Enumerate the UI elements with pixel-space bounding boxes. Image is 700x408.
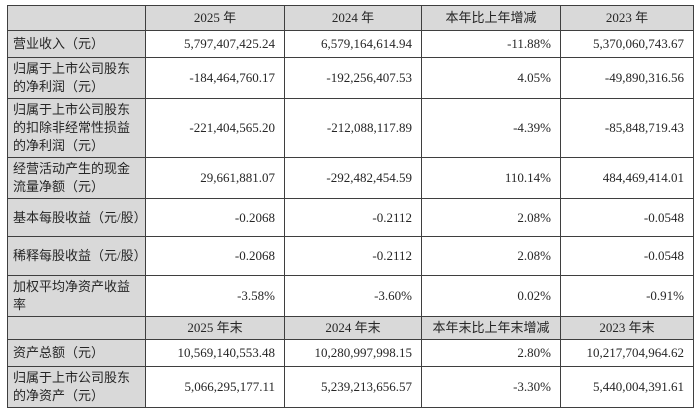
row-label: 归属于上市公司股东的净资产（元） (7, 366, 146, 408)
header-2024-end: 2024 年末 (284, 316, 422, 340)
table-header-row-period-end: 2025 年末 2024 年末 本年末比上年末增减 2023 年末 (7, 316, 694, 340)
row-label: 资产总额（元） (7, 339, 146, 367)
cell-change: -3.30% (421, 366, 561, 408)
table-row-total-assets: 资产总额（元） 10,569,140,553.48 10,280,997,998… (7, 339, 694, 367)
cell-2024: -192,256,407.53 (284, 57, 422, 99)
table-row-revenue: 营业收入（元） 5,797,407,425.24 6,579,164,614.9… (7, 30, 694, 58)
row-label: 经营活动产生的现金流量净额（元） (7, 157, 146, 199)
cell-change: 4.05% (421, 57, 561, 99)
table-row-net-assets: 归属于上市公司股东的净资产（元） 5,066,295,177.11 5,239,… (7, 366, 694, 408)
row-label: 加权平均净资产收益率 (7, 275, 146, 317)
cell-2023: -0.91% (560, 275, 694, 317)
financial-summary-table: 2025 年 2024 年 本年比上年增减 2023 年 营业收入（元） 5,7… (7, 5, 694, 408)
cell-2024: 6,579,164,614.94 (284, 30, 422, 58)
cell-2024: -3.60% (284, 275, 422, 317)
cell-2023: 10,217,704,964.62 (560, 339, 694, 367)
cell-change: 0.02% (421, 275, 561, 317)
cell-2023: -49,890,316.56 (560, 57, 694, 99)
cell-change: 2.08% (421, 198, 561, 237)
cell-2024: 5,239,213,656.57 (284, 366, 422, 408)
header-2024: 2024 年 (284, 5, 422, 31)
header-2025: 2025 年 (145, 5, 285, 31)
header-blank-cell (7, 316, 146, 340)
cell-2023: 5,440,004,391.61 (560, 366, 694, 408)
cell-2025: -184,464,760.17 (145, 57, 285, 99)
cell-change: -4.39% (421, 98, 561, 158)
cell-2024: -0.2112 (284, 198, 422, 237)
cell-change: -11.88% (421, 30, 561, 58)
cell-2025: -3.58% (145, 275, 285, 317)
cell-2023: -85,848,719.43 (560, 98, 694, 158)
cell-2025: -221,404,565.20 (145, 98, 285, 158)
header-2023-end: 2023 年末 (560, 316, 694, 340)
table-row-diluted-eps: 稀释每股收益（元/股） -0.2068 -0.2112 2.08% -0.054… (7, 236, 694, 276)
cell-2024: -0.2112 (284, 236, 422, 276)
cell-2023: 5,370,060,743.67 (560, 30, 694, 58)
cell-change: 2.08% (421, 236, 561, 276)
cell-2023: 484,469,414.01 (560, 157, 694, 199)
header-2025-end: 2025 年末 (145, 316, 285, 340)
header-yoy-change: 本年比上年增减 (421, 5, 561, 31)
row-label: 归属于上市公司股东的净利润（元） (7, 57, 146, 99)
header-2023: 2023 年 (560, 5, 694, 31)
cell-2025: 29,661,881.07 (145, 157, 285, 199)
cell-2023: -0.0548 (560, 236, 694, 276)
cell-2024: -212,088,117.89 (284, 98, 422, 158)
cell-change: 2.80% (421, 339, 561, 367)
row-label: 基本每股收益（元/股） (7, 198, 146, 237)
cell-2025: -0.2068 (145, 236, 285, 276)
cell-2023: -0.0548 (560, 198, 694, 237)
cell-2025: 10,569,140,553.48 (145, 339, 285, 367)
table-row-operating-cash-flow: 经营活动产生的现金流量净额（元） 29,661,881.07 -292,482,… (7, 157, 694, 199)
header-period-end-change: 本年末比上年末增减 (421, 316, 561, 340)
cell-2025: -0.2068 (145, 198, 285, 237)
table-row-weighted-avg-roe: 加权平均净资产收益率 -3.58% -3.60% 0.02% -0.91% (7, 275, 694, 317)
cell-2025: 5,066,295,177.11 (145, 366, 285, 408)
table-row-net-profit: 归属于上市公司股东的净利润（元） -184,464,760.17 -192,25… (7, 57, 694, 99)
row-label: 营业收入（元） (7, 30, 146, 58)
row-label: 归属于上市公司股东的扣除非经常性损益的净利润（元） (7, 98, 146, 158)
cell-2024: 10,280,997,998.15 (284, 339, 422, 367)
cell-2025: 5,797,407,425.24 (145, 30, 285, 58)
header-blank-cell (7, 5, 146, 31)
row-label: 稀释每股收益（元/股） (7, 236, 146, 276)
cell-change: 110.14% (421, 157, 561, 199)
cell-2024: -292,482,454.59 (284, 157, 422, 199)
table-row-basic-eps: 基本每股收益（元/股） -0.2068 -0.2112 2.08% -0.054… (7, 198, 694, 237)
table-header-row-annual: 2025 年 2024 年 本年比上年增减 2023 年 (7, 5, 694, 31)
table-row-net-profit-excl-nonrecurring: 归属于上市公司股东的扣除非经常性损益的净利润（元） -221,404,565.2… (7, 98, 694, 158)
